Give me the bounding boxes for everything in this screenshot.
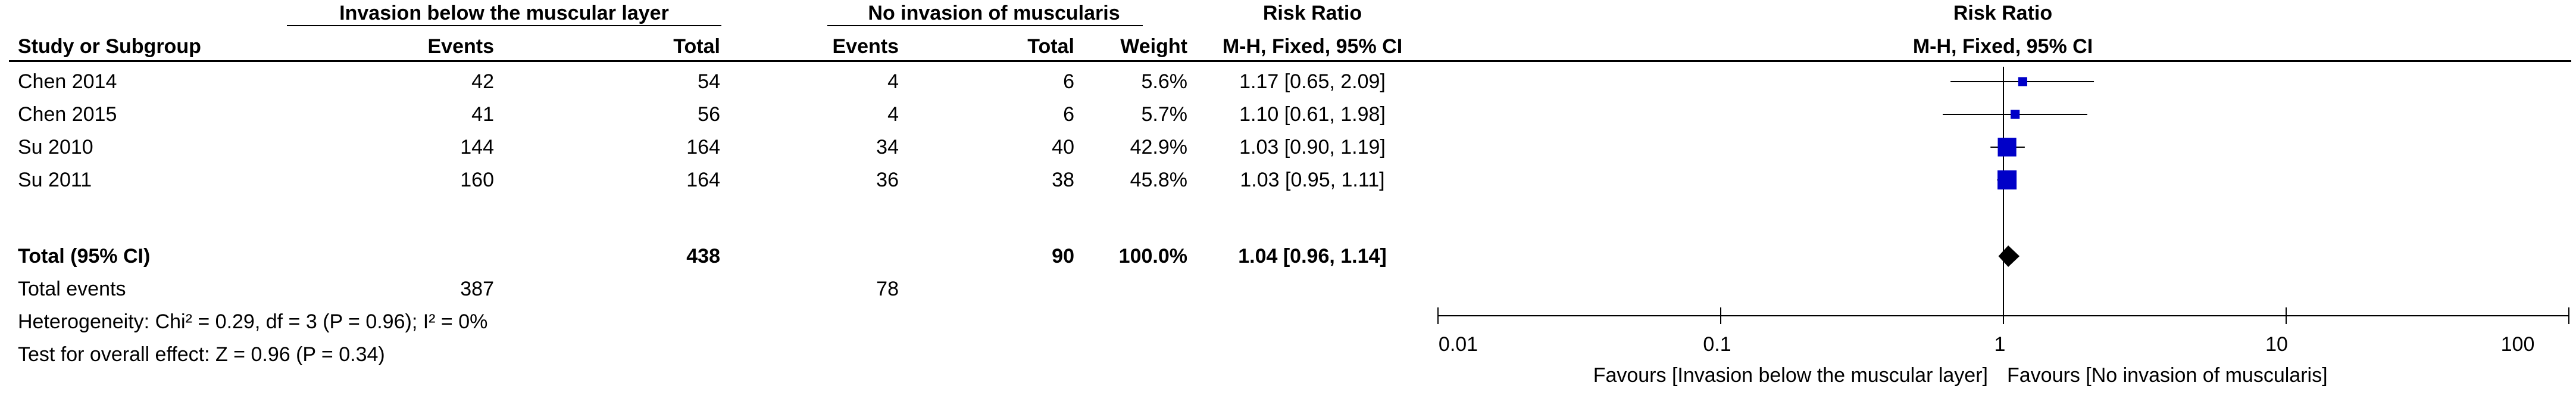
risk-ratio: 1.03 [0.90, 1.19] bbox=[1239, 136, 1386, 158]
tick-label: 0.01 bbox=[1438, 333, 1478, 356]
tick-label: 10 bbox=[2265, 333, 2288, 356]
header-rule bbox=[9, 60, 2571, 62]
events2: 4 bbox=[887, 70, 899, 93]
total1: 164 bbox=[686, 136, 720, 158]
study-name: Su 2011 bbox=[18, 169, 92, 191]
col-events1: Events bbox=[427, 35, 495, 58]
study-marker bbox=[2011, 110, 2020, 119]
col-events2: Events bbox=[832, 35, 899, 58]
events2: 36 bbox=[876, 169, 899, 191]
favours-right-label: Favours [No invasion of muscularis] bbox=[2007, 364, 2328, 387]
weight: 5.7% bbox=[1141, 103, 1188, 126]
weight: 45.8% bbox=[1130, 169, 1187, 191]
study-marker bbox=[2018, 77, 2027, 86]
favours-left-label: Favours [Invasion below the muscular lay… bbox=[1593, 364, 1988, 387]
tick-label: 1 bbox=[1994, 333, 2006, 356]
total1-sum: 438 bbox=[686, 245, 720, 268]
col-total1: Total bbox=[673, 35, 720, 58]
rr-title: Risk Ratio bbox=[1262, 2, 1362, 24]
total-rr: 1.04 [0.96, 1.14] bbox=[1238, 245, 1387, 268]
total2-sum: 90 bbox=[1052, 245, 1074, 268]
total2: 40 bbox=[1052, 136, 1074, 158]
total-events2: 78 bbox=[876, 278, 899, 300]
group2-header: No invasion of muscularis bbox=[868, 2, 1120, 24]
overall-effect-text: Test for overall effect: Z = 0.96 (P = 0… bbox=[18, 343, 385, 366]
tick-label: 0.1 bbox=[1703, 333, 1731, 356]
tick-label: 100 bbox=[2500, 333, 2535, 356]
study-marker bbox=[1997, 138, 2017, 157]
risk-ratio: 1.10 [0.61, 1.98] bbox=[1239, 103, 1386, 126]
col-rr-method: M-H, Fixed, 95% CI bbox=[1222, 35, 1403, 58]
group2-underline bbox=[827, 25, 1143, 26]
col-study: Study or Subgroup bbox=[18, 35, 201, 58]
events1: 144 bbox=[460, 136, 494, 158]
total-events-label: Total events bbox=[18, 278, 126, 300]
col-total2: Total bbox=[1027, 35, 1074, 58]
col-plot-method: M-H, Fixed, 95% CI bbox=[1912, 35, 2093, 58]
total-weight: 100.0% bbox=[1118, 245, 1187, 268]
weight: 5.6% bbox=[1141, 70, 1188, 93]
group1-underline bbox=[287, 25, 721, 26]
study-name: Su 2010 bbox=[18, 136, 93, 158]
total-label: Total (95% CI) bbox=[18, 245, 151, 268]
total2: 6 bbox=[1063, 103, 1074, 126]
events1: 42 bbox=[471, 70, 494, 93]
study-name: Chen 2015 bbox=[18, 103, 117, 126]
risk-ratio: 1.17 [0.65, 2.09] bbox=[1239, 70, 1386, 93]
events2: 4 bbox=[887, 103, 899, 126]
total1: 164 bbox=[686, 169, 720, 191]
group1-header: Invasion below the muscular layer bbox=[339, 2, 669, 24]
study-marker bbox=[1997, 170, 2017, 189]
weight: 42.9% bbox=[1130, 136, 1187, 158]
pooled-diamond bbox=[1998, 245, 2020, 267]
heterogeneity-text: Heterogeneity: Chi² = 0.29, df = 3 (P = … bbox=[18, 310, 488, 333]
total-events1: 387 bbox=[460, 278, 494, 300]
risk-ratio: 1.03 [0.95, 1.11] bbox=[1240, 169, 1385, 191]
events1: 160 bbox=[460, 169, 494, 191]
events1: 41 bbox=[471, 103, 494, 126]
total1: 54 bbox=[698, 70, 720, 93]
total2: 6 bbox=[1063, 70, 1074, 93]
events2: 34 bbox=[876, 136, 899, 158]
plot-title: Risk Ratio bbox=[1953, 2, 2053, 24]
total2: 38 bbox=[1052, 169, 1074, 191]
total1: 56 bbox=[698, 103, 720, 126]
col-weight: Weight bbox=[1120, 35, 1187, 58]
study-name: Chen 2014 bbox=[18, 70, 117, 93]
